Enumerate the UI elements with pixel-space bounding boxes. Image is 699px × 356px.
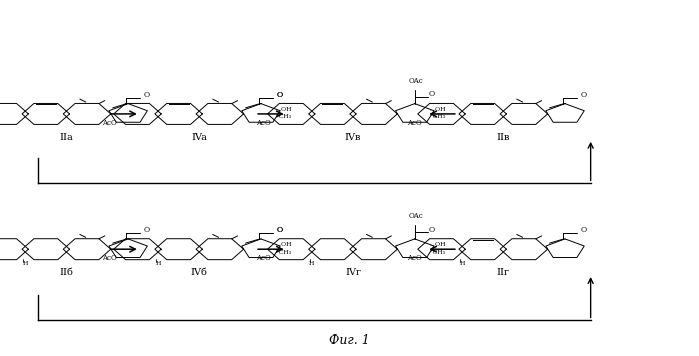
Text: AcO: AcO bbox=[257, 119, 271, 127]
Text: IVa: IVa bbox=[192, 133, 207, 142]
Text: O: O bbox=[143, 91, 150, 99]
Text: ...OH: ...OH bbox=[429, 242, 445, 247]
Text: AcO: AcO bbox=[407, 254, 421, 262]
Text: H: H bbox=[309, 261, 315, 266]
Text: IVв: IVв bbox=[345, 133, 361, 142]
Text: ''CH₃: ''CH₃ bbox=[275, 114, 291, 120]
Text: ...OH: ...OH bbox=[275, 107, 291, 112]
Text: AcO: AcO bbox=[257, 254, 271, 262]
Text: H: H bbox=[155, 261, 161, 266]
Text: AcO: AcO bbox=[407, 119, 421, 127]
Text: H: H bbox=[22, 261, 28, 266]
Text: IIг: IIг bbox=[497, 268, 510, 277]
Text: O: O bbox=[276, 91, 282, 99]
Text: IVг: IVг bbox=[345, 268, 361, 277]
Text: ''CH₃: ''CH₃ bbox=[429, 250, 445, 255]
Text: O: O bbox=[276, 226, 282, 235]
Text: OAc: OAc bbox=[408, 77, 424, 85]
Text: ''CH₃: ''CH₃ bbox=[429, 114, 445, 120]
Text: O: O bbox=[143, 226, 150, 235]
Text: ...OH: ...OH bbox=[275, 242, 291, 247]
Text: IVб: IVб bbox=[191, 268, 208, 277]
Text: ''CH₃: ''CH₃ bbox=[275, 250, 291, 255]
Text: O: O bbox=[428, 226, 435, 234]
Text: OAc: OAc bbox=[408, 212, 424, 220]
Text: IIa: IIa bbox=[59, 133, 73, 142]
Text: O: O bbox=[428, 90, 435, 98]
Text: IIв: IIв bbox=[496, 133, 510, 142]
Text: H: H bbox=[459, 261, 465, 266]
Text: O: O bbox=[276, 91, 282, 99]
Text: Фиг. 1: Фиг. 1 bbox=[329, 334, 370, 347]
Text: AcO: AcO bbox=[103, 254, 117, 262]
Text: O: O bbox=[580, 91, 586, 99]
Text: AcO: AcO bbox=[103, 119, 117, 127]
Text: O: O bbox=[580, 226, 586, 235]
Text: O: O bbox=[276, 226, 282, 235]
Text: ...OH: ...OH bbox=[429, 107, 445, 112]
Text: IIб: IIб bbox=[59, 268, 73, 277]
